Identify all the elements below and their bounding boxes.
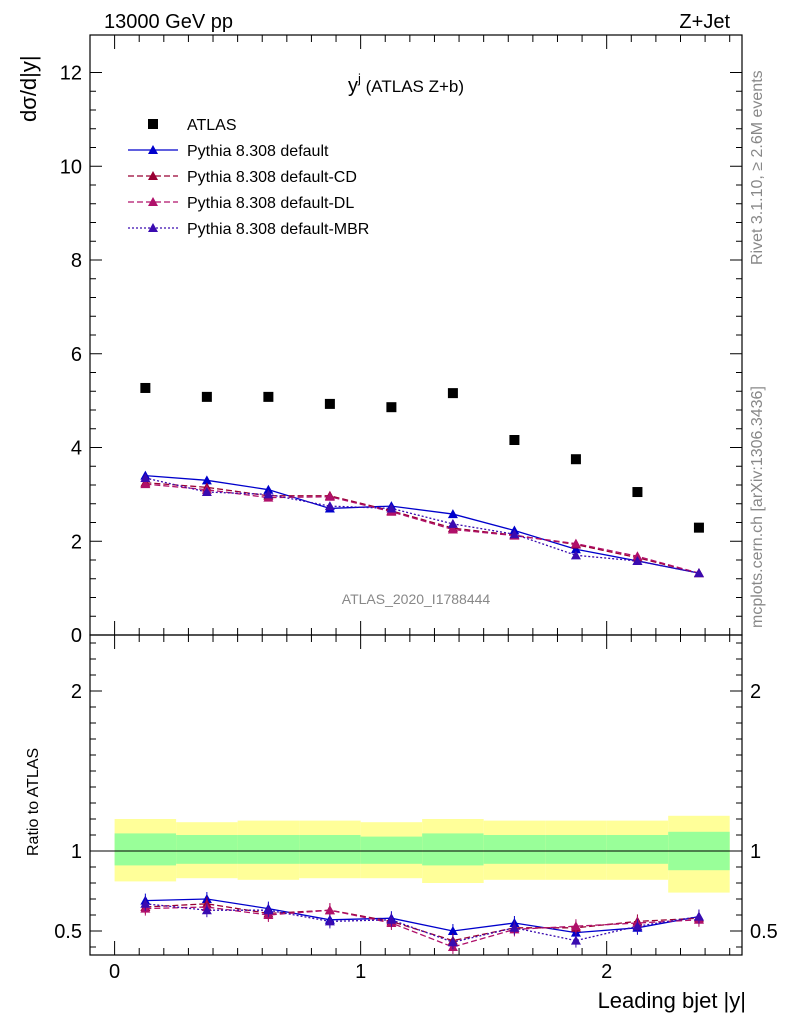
ratio-line-2	[145, 906, 699, 948]
ratio-marker-3	[632, 921, 643, 931]
atlas-data-point	[447, 388, 458, 399]
stat-uncertainty-band	[114, 833, 177, 866]
series-marker-1	[201, 475, 212, 485]
y-tick-label: 12	[60, 63, 82, 85]
ratio-marker-3	[386, 914, 397, 924]
series-marker-3	[140, 479, 151, 489]
atlas-data-point	[324, 398, 335, 409]
chart-title: yj (ATLAS Z+b)	[348, 71, 464, 97]
series-marker-4	[386, 503, 397, 513]
series-marker-4	[447, 518, 458, 528]
stat-uncertainty-band	[237, 835, 300, 864]
series-marker-4	[201, 487, 212, 497]
mcplots-label: mcplots.cern.ch [arXiv:1306.3436]	[749, 386, 766, 628]
legend-marker	[148, 171, 158, 180]
ratio-y-tick-label: 0.5	[750, 921, 778, 943]
stat-uncertainty-band	[606, 835, 669, 864]
atlas-data-point	[263, 391, 274, 402]
ratio-marker-3	[324, 916, 335, 926]
header-left: 13000 GeV pp	[104, 11, 233, 33]
ratio-marker-3	[570, 935, 581, 945]
ratio-y-tick-label: 1	[71, 841, 82, 863]
stat-uncertainty-band	[545, 835, 607, 864]
series-line-1	[145, 474, 700, 574]
legend-marker-atlas	[148, 119, 158, 129]
atlas-data-point	[509, 435, 520, 445]
series-marker-4	[263, 489, 274, 499]
ratio-ylabel: Ratio to ATLAS	[25, 748, 42, 856]
series-marker-3	[570, 538, 581, 548]
atlas-data-point	[140, 382, 151, 393]
y-tick-label: 8	[71, 250, 82, 272]
x-tick-label: 1	[355, 961, 366, 983]
stat-uncertainty-band	[360, 836, 423, 864]
atlas-data-point	[693, 522, 704, 533]
y-tick-label: 2	[71, 531, 82, 553]
ratio-y-tick-label: 0.5	[54, 921, 82, 943]
series-line-2	[145, 482, 700, 574]
y-tick-label: 4	[71, 438, 82, 460]
ratio-frame	[89, 634, 743, 956]
ratio-line-3	[145, 903, 700, 943]
ratio-marker-0	[447, 926, 458, 935]
main-ylabel: dσ/d|y|	[16, 55, 41, 122]
ratio-marker-3	[263, 905, 274, 915]
ratio-marker-3	[140, 898, 151, 908]
ratio-marker-3	[693, 911, 704, 921]
legend-label: Pythia 8.308 default	[187, 143, 329, 160]
ratio-y-tick-label: 2	[750, 681, 761, 703]
legend-label: Pythia 8.308 default-CD	[187, 169, 357, 186]
series-marker-4	[140, 472, 151, 482]
series-marker-4	[324, 501, 335, 511]
y-tick-label: 10	[60, 156, 82, 178]
stat-uncertainty-band	[299, 835, 361, 864]
atlas-data-point	[386, 402, 397, 413]
series-line-4	[145, 477, 700, 574]
stat-uncertainty-band	[483, 835, 546, 864]
legend-marker	[148, 145, 158, 154]
legend-marker	[148, 223, 158, 232]
analysis-watermark: ATLAS_2020_I1788444	[342, 591, 491, 607]
atlas-data-point	[632, 487, 643, 498]
series-marker-4	[693, 568, 704, 578]
y-tick-label: 0	[71, 625, 82, 647]
series-marker-1	[447, 509, 458, 519]
atlas-data-point	[201, 391, 212, 402]
header-right: Z+Jet	[679, 11, 730, 33]
series-marker-4	[509, 529, 520, 539]
ratio-y-tick-label: 1	[750, 841, 761, 863]
series-marker-1	[263, 484, 274, 494]
x-tick-label: 2	[601, 961, 612, 983]
stat-uncertainty-band	[422, 833, 484, 866]
series-marker-3	[447, 524, 458, 534]
series-marker-1	[570, 544, 581, 554]
series-marker-4	[570, 550, 581, 560]
stat-uncertainty-band	[176, 835, 238, 864]
legend-marker	[148, 197, 158, 206]
ratio-marker-3	[447, 937, 458, 947]
series-marker-3	[632, 551, 643, 561]
legend-label: ATLAS	[187, 117, 237, 134]
ratio-marker-3	[201, 905, 212, 915]
rivet-label: Rivet 3.1.10, ≥ 2.6M events	[749, 70, 766, 265]
ratio-marker-2	[324, 905, 335, 915]
ratio-marker-3	[509, 922, 520, 932]
series-marker-4	[632, 555, 643, 565]
ratio-marker-2	[570, 921, 581, 931]
x-tick-label: 0	[109, 961, 120, 983]
y-tick-label: 6	[71, 344, 82, 366]
atlas-data-point	[570, 454, 581, 465]
legend-label: Pythia 8.308 default-MBR	[187, 221, 369, 238]
legend-label: Pythia 8.308 default-DL	[187, 195, 354, 212]
series-marker-3	[324, 491, 335, 501]
series-line-3	[145, 483, 700, 574]
ratio-line-0	[145, 898, 700, 934]
ratio-y-tick-label: 2	[71, 681, 82, 703]
xlabel: Leading bjet |y|	[598, 988, 746, 1013]
